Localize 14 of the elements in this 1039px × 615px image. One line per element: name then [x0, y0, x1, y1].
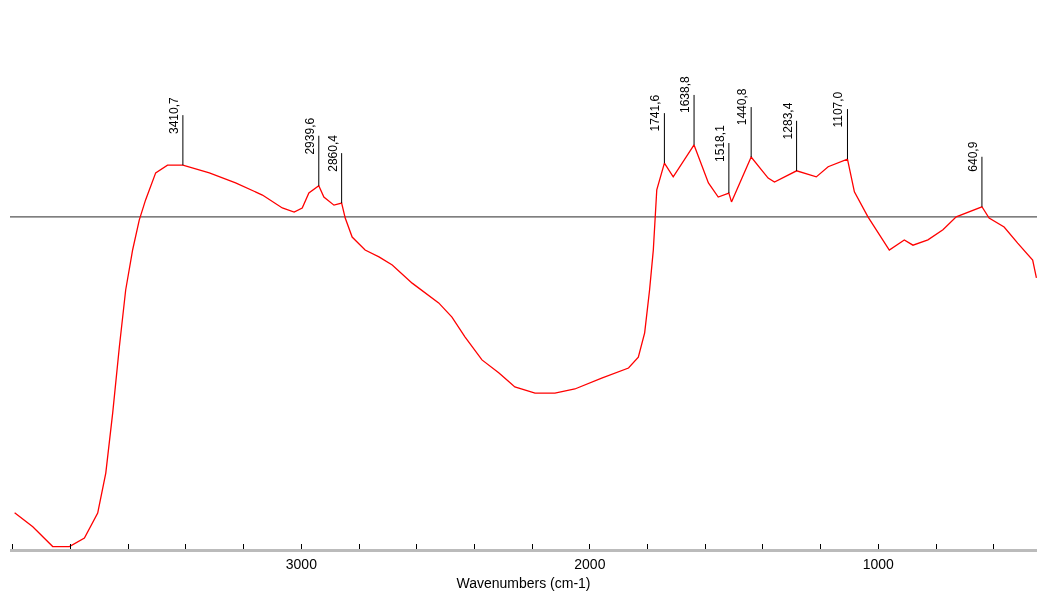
annotation: 1107,0	[831, 91, 846, 128]
annotation: 640,9	[966, 141, 981, 172]
annotation: 3410,7	[166, 97, 181, 135]
x-tick-label: 2000	[574, 555, 606, 572]
annotation: 1741,6	[648, 94, 663, 132]
annotation: 1638,8	[678, 75, 693, 113]
annotation: 2939,6	[303, 117, 318, 155]
annotation: 2860,4	[325, 134, 340, 172]
x-axis-title: Wavenumbers (cm-1)	[456, 575, 591, 592]
x-tick-label: 1000	[862, 555, 895, 572]
annotation: 1283,4	[780, 102, 795, 140]
annotation: 1518,1	[712, 124, 727, 162]
annotation: 1440,8	[735, 88, 750, 126]
x-tick-label: 3000	[285, 555, 318, 572]
